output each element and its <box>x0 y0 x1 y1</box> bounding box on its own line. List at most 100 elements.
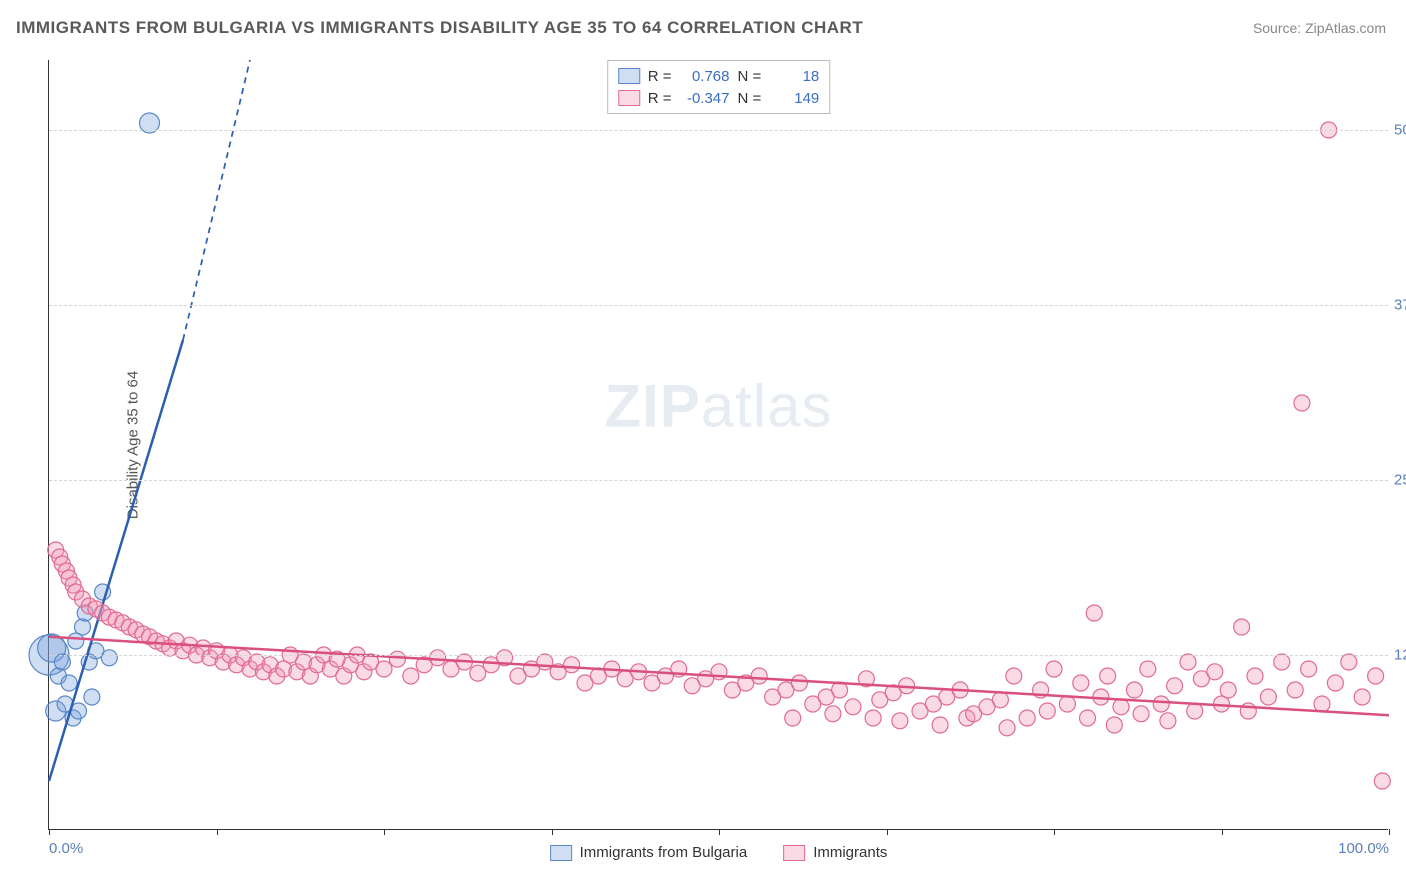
x-tick <box>1222 829 1223 835</box>
legend-label-bulgaria: Immigrants from Bulgaria <box>580 844 748 861</box>
scatter-point-immigrants <box>1234 619 1250 635</box>
watermark-bold: ZIP <box>604 373 700 440</box>
scatter-point-immigrants <box>825 706 841 722</box>
scatter-point-immigrants <box>1133 706 1149 722</box>
source-attribution: Source: ZipAtlas.com <box>1253 20 1386 36</box>
scatter-point-immigrants <box>389 651 405 667</box>
scatter-point-immigrants <box>1153 696 1169 712</box>
gridline-h <box>49 130 1388 131</box>
scatter-point-immigrants <box>1073 675 1089 691</box>
legend-item-bulgaria: Immigrants from Bulgaria <box>550 844 748 861</box>
scatter-point-immigrants <box>1220 682 1236 698</box>
scatter-point-immigrants <box>1207 664 1223 680</box>
scatter-point-immigrants <box>376 661 392 677</box>
scatter-point-immigrants <box>1039 703 1055 719</box>
legend-swatch-bulgaria <box>550 845 572 861</box>
gridline-h <box>49 305 1388 306</box>
scatter-point-immigrants <box>999 720 1015 736</box>
scatter-point-immigrants <box>791 675 807 691</box>
scatter-point-immigrants <box>892 713 908 729</box>
chart-title: IMMIGRANTS FROM BULGARIA VS IMMIGRANTS D… <box>16 18 863 38</box>
x-tick <box>887 829 888 835</box>
scatter-point-immigrants <box>1059 696 1075 712</box>
scatter-point-bulgaria <box>54 654 70 670</box>
chart-svg <box>49 60 1388 829</box>
y-tick-label: 37.5% <box>1394 297 1406 314</box>
scatter-point-immigrants <box>564 657 580 673</box>
scatter-point-immigrants <box>430 650 446 666</box>
scatter-point-immigrants <box>1019 710 1035 726</box>
scatter-point-immigrants <box>1327 675 1343 691</box>
watermark-light: atlas <box>701 373 833 440</box>
x-tick <box>217 829 218 835</box>
x-tick <box>1054 829 1055 835</box>
scatter-point-bulgaria <box>75 619 91 635</box>
scatter-point-immigrants <box>1368 668 1384 684</box>
regression-line-bulgaria-dashed <box>183 60 250 340</box>
scatter-point-immigrants <box>1341 654 1357 670</box>
scatter-point-bulgaria <box>101 650 117 666</box>
scatter-point-immigrants <box>865 710 881 726</box>
scatter-point-immigrants <box>1100 668 1116 684</box>
scatter-point-immigrants <box>845 699 861 715</box>
x-tick <box>552 829 553 835</box>
legend-label-immigrants: Immigrants <box>813 844 887 861</box>
y-tick-label: 12.5% <box>1394 647 1406 664</box>
r-value-bulgaria: 0.768 <box>680 68 730 85</box>
watermark: ZIPatlas <box>604 372 832 441</box>
legend-row-immigrants: R = -0.347 N = 149 <box>618 87 820 109</box>
n-value-bulgaria: 18 <box>769 68 819 85</box>
scatter-point-immigrants <box>1046 661 1062 677</box>
scatter-point-immigrants <box>1374 773 1390 789</box>
gridline-h <box>49 655 1388 656</box>
y-tick-label: 50.0% <box>1394 122 1406 139</box>
scatter-point-immigrants <box>1274 654 1290 670</box>
scatter-point-immigrants <box>1260 689 1276 705</box>
scatter-point-immigrants <box>751 668 767 684</box>
legend-row-bulgaria: R = 0.768 N = 18 <box>618 65 820 87</box>
x-tick <box>49 829 50 835</box>
scatter-point-immigrants <box>1006 668 1022 684</box>
scatter-point-immigrants <box>1314 696 1330 712</box>
x-tick-label: 100.0% <box>1338 840 1389 857</box>
n-label: N = <box>738 90 762 107</box>
scatter-point-immigrants <box>1354 689 1370 705</box>
x-tick <box>719 829 720 835</box>
scatter-point-immigrants <box>932 717 948 733</box>
r-label: R = <box>648 90 672 107</box>
scatter-point-bulgaria <box>84 689 100 705</box>
scatter-point-immigrants <box>1086 605 1102 621</box>
r-label: R = <box>648 68 672 85</box>
legend-item-immigrants: Immigrants <box>783 844 887 861</box>
scatter-point-immigrants <box>1247 668 1263 684</box>
legend-swatch-immigrants <box>783 845 805 861</box>
scatter-point-immigrants <box>992 692 1008 708</box>
scatter-point-immigrants <box>403 668 419 684</box>
legend-swatch-bulgaria <box>618 68 640 84</box>
scatter-point-immigrants <box>1294 395 1310 411</box>
scatter-point-immigrants <box>785 710 801 726</box>
x-tick <box>384 829 385 835</box>
r-value-immigrants: -0.347 <box>680 90 730 107</box>
correlation-legend: R = 0.768 N = 18 R = -0.347 N = 149 <box>607 60 831 114</box>
scatter-point-immigrants <box>1180 654 1196 670</box>
scatter-point-bulgaria <box>61 675 77 691</box>
chart-plot-area: Disability Age 35 to 64 ZIPatlas R =0.76… <box>48 60 1388 830</box>
y-tick-label: 25.0% <box>1394 472 1406 489</box>
scatter-point-immigrants <box>1167 678 1183 694</box>
scatter-point-immigrants <box>1080 710 1096 726</box>
gridline-h <box>49 480 1388 481</box>
scatter-point-immigrants <box>1287 682 1303 698</box>
scatter-point-immigrants <box>1126 682 1142 698</box>
scatter-point-immigrants <box>537 654 553 670</box>
series-legend: Immigrants from Bulgaria Immigrants <box>550 844 888 861</box>
scatter-point-immigrants <box>1113 699 1129 715</box>
scatter-point-immigrants <box>1301 661 1317 677</box>
scatter-point-immigrants <box>1106 717 1122 733</box>
scatter-point-immigrants <box>1140 661 1156 677</box>
x-tick <box>1389 829 1390 835</box>
n-label: N = <box>738 68 762 85</box>
n-value-immigrants: 149 <box>769 90 819 107</box>
scatter-point-immigrants <box>1160 713 1176 729</box>
x-tick-label: 0.0% <box>49 840 83 857</box>
